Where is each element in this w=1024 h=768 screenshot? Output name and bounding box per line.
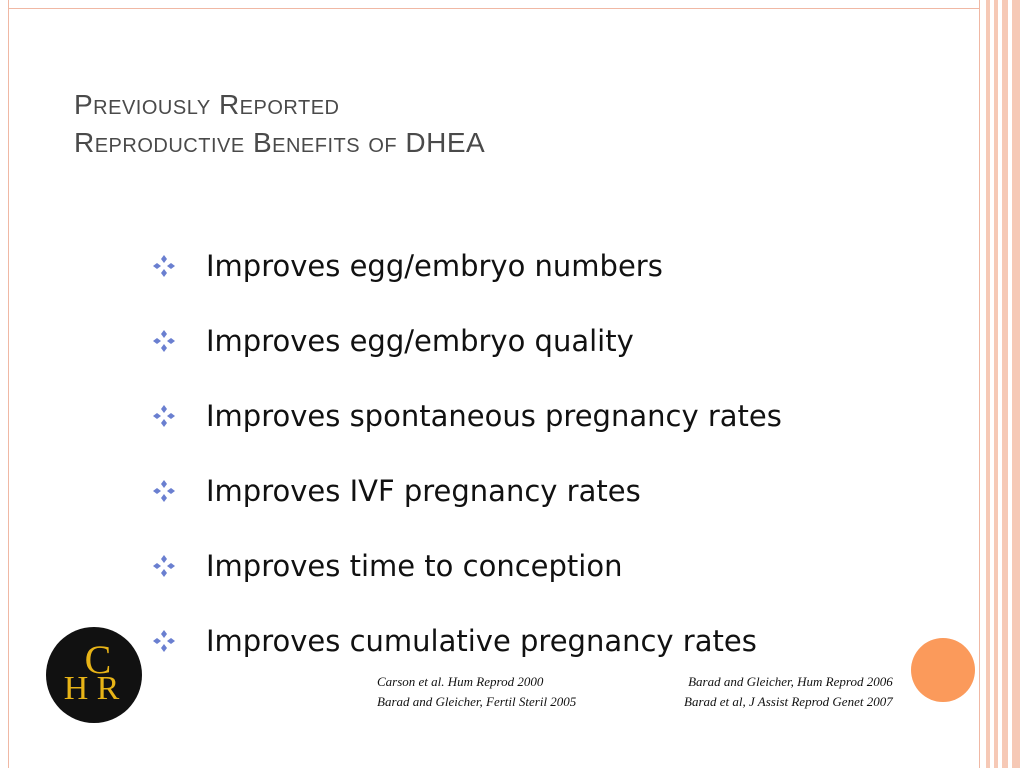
references-right: Barad and Gleicher, Hum Reprod 2006 Bara… xyxy=(684,672,893,712)
slide-border-left xyxy=(8,0,9,768)
four-diamond-bullet-icon xyxy=(150,402,178,430)
bullet-text: Improves spontaneous pregnancy rates xyxy=(206,398,782,433)
bullet-item: Improves time to conception xyxy=(150,528,782,603)
four-diamond-bullet-icon xyxy=(150,552,178,580)
bullet-item: Improves cumulative pregnancy rates xyxy=(150,603,782,678)
four-diamond-bullet-icon xyxy=(150,477,178,505)
bullet-list: Improves egg/embryo numbers Improves egg… xyxy=(150,228,782,678)
reference-item: Barad et al, J Assist Reprod Genet 2007 xyxy=(684,694,893,709)
slide-title-line-1: Previously Reported xyxy=(74,89,340,120)
bullet-item: Improves spontaneous pregnancy rates xyxy=(150,378,782,453)
decorative-orange-circle xyxy=(911,638,975,702)
slide-border-right xyxy=(979,0,980,768)
bullet-text: Improves time to conception xyxy=(206,548,623,583)
reference-item: Barad and Gleicher, Hum Reprod 2006 xyxy=(688,674,893,689)
reference-item: Carson et al. Hum Reprod 2000 xyxy=(377,674,544,689)
slide-title-line-2: Reproductive Benefits of DHEA xyxy=(74,127,486,158)
bullet-item: Improves egg/embryo quality xyxy=(150,303,782,378)
bullet-text: Improves IVF pregnancy rates xyxy=(206,473,641,508)
reference-item: Barad and Gleicher, Fertil Steril 2005 xyxy=(377,694,577,709)
four-diamond-bullet-icon xyxy=(150,627,178,655)
svg-text:H: H xyxy=(64,670,89,707)
bullet-text: Improves cumulative pregnancy rates xyxy=(206,623,757,658)
references-left: Carson et al. Hum Reprod 2000 Barad and … xyxy=(377,672,576,712)
four-diamond-bullet-icon xyxy=(150,252,178,280)
bullet-item: Improves IVF pregnancy rates xyxy=(150,453,782,528)
svg-text:C: C xyxy=(85,637,112,682)
slide-border-top xyxy=(8,8,980,9)
decorative-stripes xyxy=(980,0,1024,768)
bullet-item: Improves egg/embryo numbers xyxy=(150,228,782,303)
four-diamond-bullet-icon xyxy=(150,327,178,355)
chr-logo: C H R xyxy=(46,627,142,723)
slide-title: Previously Reported Reproductive Benefit… xyxy=(74,86,485,162)
bullet-text: Improves egg/embryo numbers xyxy=(206,248,663,283)
svg-text:R: R xyxy=(97,670,120,707)
bullet-text: Improves egg/embryo quality xyxy=(206,323,634,358)
